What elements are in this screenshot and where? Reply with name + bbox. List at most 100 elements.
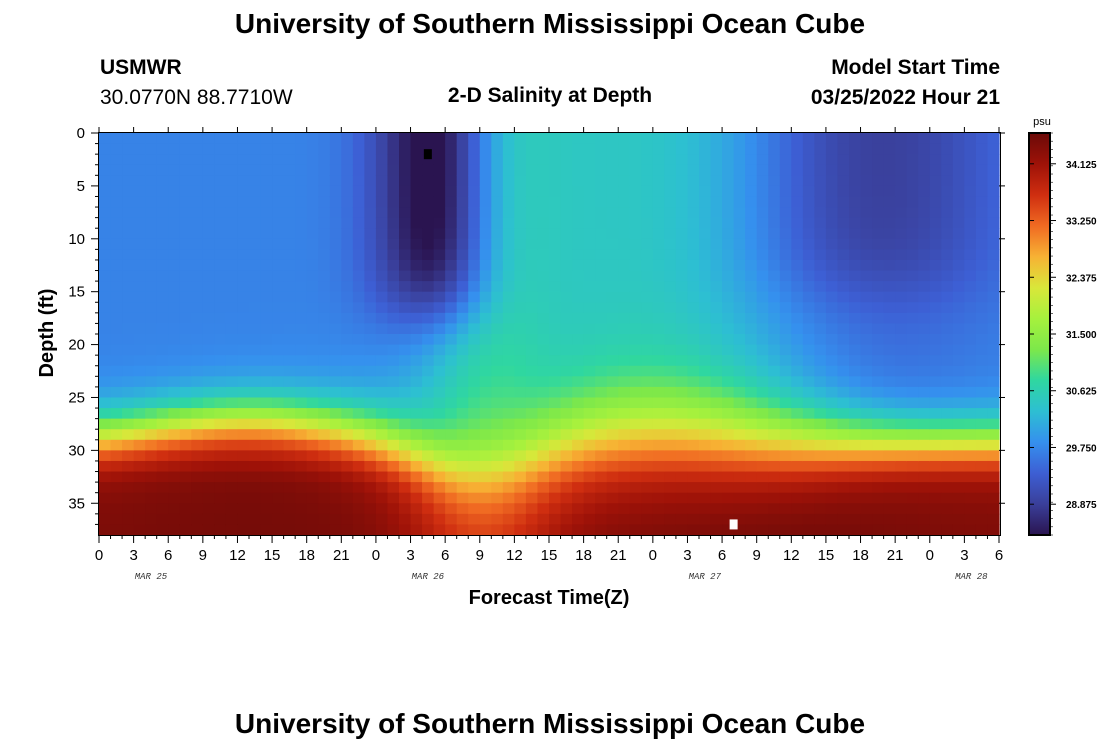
heatmap-cell bbox=[929, 365, 942, 377]
heatmap-cell bbox=[756, 270, 769, 282]
heatmap-cell bbox=[860, 154, 873, 166]
heatmap-cell bbox=[260, 439, 273, 451]
heatmap-cell bbox=[122, 270, 135, 282]
heatmap-cell bbox=[537, 323, 550, 335]
heatmap-cell bbox=[364, 503, 377, 515]
heatmap-cell bbox=[318, 418, 331, 430]
heatmap-cell bbox=[410, 207, 423, 219]
heatmap-cell bbox=[756, 217, 769, 229]
heatmap-cell bbox=[952, 513, 965, 526]
heatmap-cell bbox=[768, 355, 781, 367]
heatmap-cell bbox=[641, 249, 654, 261]
heatmap-cell bbox=[514, 323, 527, 335]
heatmap-cell bbox=[364, 471, 377, 483]
heatmap-cell bbox=[260, 185, 273, 198]
heatmap-cell bbox=[295, 133, 308, 145]
heatmap-cell bbox=[445, 334, 458, 346]
heatmap-cell bbox=[214, 524, 227, 536]
heatmap-cell bbox=[675, 228, 689, 240]
heatmap-cell bbox=[906, 249, 919, 261]
heatmap-cell bbox=[145, 291, 158, 303]
heatmap-cell bbox=[237, 185, 250, 198]
heatmap-cell bbox=[895, 471, 908, 483]
heatmap-cell bbox=[491, 270, 504, 282]
colorbar-unit: psu bbox=[1033, 116, 1051, 128]
heatmap-cell bbox=[318, 513, 331, 526]
heatmap-cell bbox=[272, 418, 285, 430]
heatmap-cell bbox=[664, 503, 677, 515]
heatmap-cell bbox=[849, 439, 862, 451]
heatmap-cell bbox=[537, 482, 550, 494]
heatmap-cell bbox=[110, 302, 123, 314]
heatmap-cell bbox=[941, 503, 954, 515]
heatmap-cell bbox=[514, 291, 527, 303]
heatmap-cell bbox=[629, 386, 642, 399]
heatmap-cell bbox=[952, 281, 965, 293]
heatmap-cell bbox=[733, 302, 746, 314]
heatmap-cell bbox=[595, 259, 608, 272]
heatmap-cell bbox=[341, 270, 354, 282]
heatmap-cell bbox=[537, 207, 550, 219]
heatmap-cell bbox=[583, 334, 596, 346]
heatmap-cell bbox=[618, 302, 631, 314]
heatmap-cell bbox=[802, 143, 815, 155]
heatmap-cell bbox=[583, 397, 596, 409]
heatmap-cell bbox=[883, 344, 896, 356]
heatmap-cell bbox=[145, 408, 158, 420]
x-tick-label: 21 bbox=[333, 547, 350, 564]
heatmap-cell bbox=[202, 376, 215, 388]
heatmap-cell bbox=[768, 164, 781, 176]
heatmap-cell bbox=[814, 217, 827, 229]
heatmap-cell bbox=[410, 259, 423, 272]
heatmap-cell bbox=[929, 397, 942, 409]
heatmap-cell bbox=[249, 270, 262, 282]
heatmap-cell bbox=[699, 281, 712, 293]
heatmap-cell bbox=[514, 355, 527, 367]
heatmap-cell bbox=[941, 386, 954, 399]
heatmap-cell bbox=[629, 249, 642, 261]
heatmap-cell bbox=[814, 207, 827, 219]
x-tick-label: 21 bbox=[887, 547, 904, 564]
heatmap-cell bbox=[802, 281, 815, 293]
heatmap-cell bbox=[191, 133, 204, 145]
heatmap-cell bbox=[179, 217, 192, 229]
heatmap-cell bbox=[99, 312, 112, 325]
heatmap-cell bbox=[675, 217, 689, 229]
heatmap-cell bbox=[260, 143, 273, 155]
heatmap-cell bbox=[202, 291, 215, 303]
heatmap-cell bbox=[214, 133, 227, 145]
heatmap-cell bbox=[122, 492, 135, 504]
heatmap-cell bbox=[537, 238, 550, 250]
heatmap-cell bbox=[364, 482, 377, 494]
x-tick-label: 21 bbox=[610, 547, 627, 564]
heatmap-cell bbox=[560, 492, 573, 504]
heatmap-cell bbox=[352, 482, 365, 494]
station-coords: 30.0770N 88.7710W bbox=[100, 86, 293, 109]
heatmap-cell bbox=[722, 418, 735, 430]
heatmap-cell bbox=[675, 259, 689, 272]
heatmap-cell bbox=[768, 386, 781, 399]
heatmap-cell bbox=[987, 207, 1000, 219]
heatmap-cell bbox=[549, 291, 562, 303]
heatmap-cell bbox=[606, 344, 619, 356]
heatmap-cell bbox=[745, 249, 758, 261]
heatmap-cell bbox=[814, 196, 827, 208]
heatmap-cell bbox=[549, 196, 562, 208]
heatmap-cell bbox=[295, 376, 308, 388]
heatmap-cell bbox=[364, 217, 377, 229]
heatmap-cell bbox=[837, 175, 850, 187]
heatmap-cell bbox=[975, 355, 989, 367]
heatmap-cell bbox=[583, 492, 596, 504]
heatmap-cell bbox=[802, 196, 815, 208]
heatmap-cell bbox=[652, 386, 665, 399]
heatmap-cell bbox=[468, 450, 481, 462]
heatmap-cell bbox=[618, 450, 631, 462]
heatmap-cell bbox=[664, 185, 677, 198]
heatmap-cell bbox=[110, 513, 123, 526]
heatmap-cell bbox=[745, 503, 758, 515]
heatmap-cell bbox=[375, 418, 389, 430]
x-tick-label: 3 bbox=[960, 547, 968, 564]
heatmap-cell bbox=[352, 355, 365, 367]
heatmap-cell bbox=[410, 143, 423, 155]
heatmap-cell bbox=[745, 355, 758, 367]
